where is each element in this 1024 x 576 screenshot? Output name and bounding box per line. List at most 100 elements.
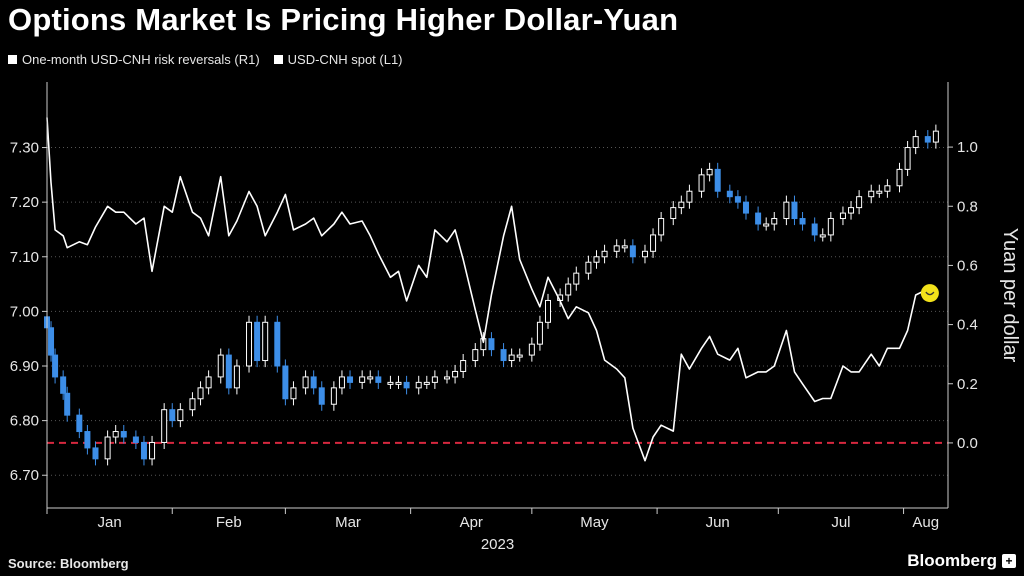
- candle-body: [254, 321, 261, 362]
- spot-candle: [734, 190, 741, 209]
- y-right-tick-label-3: 0.6: [957, 257, 978, 274]
- candle-body: [516, 354, 523, 358]
- x-group-label: 2023: [481, 536, 514, 553]
- spot-candle: [387, 375, 394, 389]
- candle-body: [698, 174, 705, 192]
- candle-body: [262, 321, 269, 362]
- candle-body: [246, 321, 253, 367]
- y-right-axis-label: Yuan per dollar: [999, 228, 1021, 363]
- x-tick-label-jan: Jan: [98, 514, 122, 531]
- spot-candles: [44, 124, 939, 466]
- spot-candle: [516, 348, 523, 362]
- axes: [42, 82, 953, 514]
- y-right-tick-label-0: 0.0: [957, 435, 978, 452]
- y-left-tick-label-4: 7.10: [10, 249, 39, 266]
- spot-candle: [573, 266, 580, 291]
- spot-candle: [104, 430, 111, 466]
- spot-candle: [508, 348, 515, 368]
- y-left-tick-label-6: 7.30: [10, 140, 39, 157]
- spot-candle: [233, 359, 240, 395]
- candle-body: [593, 256, 600, 263]
- spot-candle: [375, 370, 382, 389]
- spot-candle: [318, 381, 325, 411]
- candle-body: [112, 431, 119, 438]
- candle-body: [367, 376, 374, 380]
- spot-candle: [359, 370, 366, 389]
- spot-candle: [924, 130, 931, 149]
- risk-reversals-line: [46, 117, 939, 462]
- spot-candle: [290, 381, 297, 406]
- candle-body: [189, 398, 196, 411]
- candle-body: [140, 441, 147, 460]
- candle-body: [84, 431, 91, 449]
- spot-candle: [338, 370, 345, 395]
- spot-candle: [423, 375, 430, 389]
- spot-candle: [149, 435, 156, 466]
- spot-candle: [395, 375, 402, 389]
- spot-candle: [726, 184, 733, 204]
- spot-candle: [706, 162, 713, 182]
- candle-body: [197, 387, 204, 400]
- spot-candle: [282, 359, 289, 406]
- candle-body: [423, 381, 430, 385]
- spot-candle: [161, 403, 168, 450]
- candle-body: [912, 136, 919, 149]
- spot-candle: [177, 403, 184, 428]
- candle-body: [64, 392, 71, 416]
- candle-body: [650, 234, 657, 252]
- spot-candle: [302, 370, 309, 395]
- spot-candle: [254, 315, 261, 368]
- candle-body: [177, 409, 184, 422]
- spot-candle: [876, 184, 883, 198]
- legend-swatch-risk-reversals: [8, 55, 17, 64]
- chart-title: Options Market Is Pricing Higher Dollar-…: [8, 2, 679, 37]
- spot-candle: [262, 315, 269, 368]
- spot-candle: [310, 370, 317, 395]
- candle-body: [799, 218, 806, 225]
- plus-icon: +: [1002, 554, 1016, 568]
- candle-body: [924, 136, 931, 143]
- spot-candle: [52, 348, 59, 384]
- spot-candle: [132, 430, 139, 450]
- spot-candle: [140, 435, 147, 466]
- legend-label-spot: USD-CNH spot (L1): [287, 52, 403, 67]
- candle-body: [848, 207, 855, 214]
- candle-body: [76, 414, 83, 433]
- spot-candle: [367, 370, 374, 384]
- spot-candle: [60, 370, 67, 400]
- spot-candle: [884, 179, 891, 198]
- spot-candle: [197, 381, 204, 406]
- candle-body: [742, 201, 749, 214]
- spot-candle: [347, 370, 354, 389]
- candle-body: [658, 218, 665, 236]
- spot-candle: [225, 348, 232, 395]
- spot-candle: [189, 392, 196, 417]
- candle-body: [904, 147, 911, 170]
- spot-candle: [431, 370, 438, 389]
- spot-candle: [811, 217, 818, 242]
- candle-body: [819, 234, 826, 238]
- candle-body: [359, 376, 366, 383]
- candle-body: [686, 190, 693, 203]
- candle-body: [205, 376, 212, 389]
- candle-body: [472, 349, 479, 362]
- spot-candle: [76, 408, 83, 439]
- candle-body: [375, 376, 382, 383]
- candle-body: [678, 201, 685, 209]
- candle-body: [403, 381, 410, 389]
- candle-body: [508, 354, 515, 362]
- risk-reversals-series-line: [46, 117, 936, 462]
- candle-body: [415, 381, 422, 389]
- candle-body: [120, 431, 127, 438]
- legend-entry-spot: USD-CNH spot (L1): [273, 52, 403, 67]
- x-tick-label-aug: Aug: [912, 514, 939, 531]
- spot-candle: [48, 321, 55, 362]
- spot-candle: [472, 343, 479, 368]
- y-right-tick-label-5: 1.0: [957, 139, 978, 156]
- candle-body: [536, 321, 543, 345]
- spot-candle: [84, 424, 91, 455]
- candle-body: [149, 441, 156, 460]
- spot-candle: [912, 130, 919, 155]
- spot-candle: [791, 195, 798, 226]
- candle-body: [443, 376, 450, 380]
